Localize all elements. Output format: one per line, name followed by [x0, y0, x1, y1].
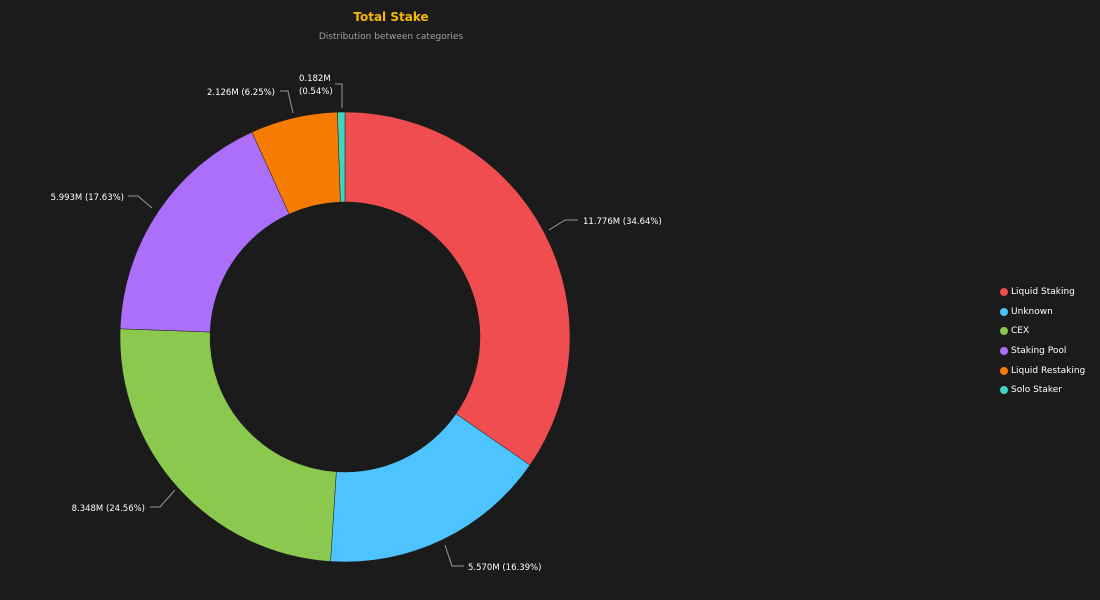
legend-marker [1000, 307, 1008, 316]
chart-title: Total Stake [353, 10, 429, 24]
legend-marker [1000, 366, 1008, 375]
legend-label: Solo Staker [1011, 385, 1062, 396]
legend-item-staking-pool[interactable]: Staking Pool [1000, 341, 1085, 361]
chart-subtitle: Distribution between categories [318, 32, 464, 42]
leader-line [150, 489, 176, 508]
data-label: 5.993M (17.63%) [51, 193, 124, 203]
legend-label: Liquid Staking [1011, 286, 1075, 297]
legend-label: CEX [1011, 326, 1030, 337]
slice-cex[interactable] [119, 328, 337, 562]
data-label: 8.348M (24.56%) [72, 504, 145, 514]
legend-item-solo-staker[interactable]: Solo Staker [1000, 380, 1085, 400]
leader-line [128, 195, 153, 209]
data-label: 2.126M (6.25%) [207, 88, 275, 98]
leader-line [335, 83, 343, 108]
leader-line [444, 544, 464, 567]
legend: Liquid Staking Unknown CEX Staking Pool Liqu… [1000, 282, 1085, 400]
legend-marker [1000, 327, 1008, 336]
leader-line [280, 90, 294, 114]
slice-staking-pool[interactable] [119, 131, 290, 333]
legend-label: Staking Pool [1011, 345, 1067, 356]
legend-item-cex[interactable]: CEX [1000, 321, 1085, 341]
data-label: (0.54%) [299, 87, 333, 97]
slice-solo-staker[interactable] [337, 111, 346, 203]
legend-label: Liquid Restaking [1011, 365, 1086, 376]
legend-item-liquid-restaking[interactable]: Liquid Restaking [1000, 361, 1085, 381]
legend-label: Unknown [1011, 306, 1053, 317]
legend-marker [1000, 386, 1008, 395]
leader-line [548, 219, 578, 231]
data-label: 11.776M (34.64%) [583, 217, 662, 227]
legend-marker [1000, 346, 1008, 355]
legend-item-unknown[interactable]: Unknown [1000, 302, 1085, 322]
data-label: 5.570M (16.39%) [468, 563, 541, 573]
legend-marker [1000, 287, 1008, 296]
legend-item-liquid-staking[interactable]: Liquid Staking [1000, 282, 1085, 302]
slice-liquid-staking[interactable] [344, 111, 571, 466]
data-label: 0.182M [299, 74, 331, 84]
